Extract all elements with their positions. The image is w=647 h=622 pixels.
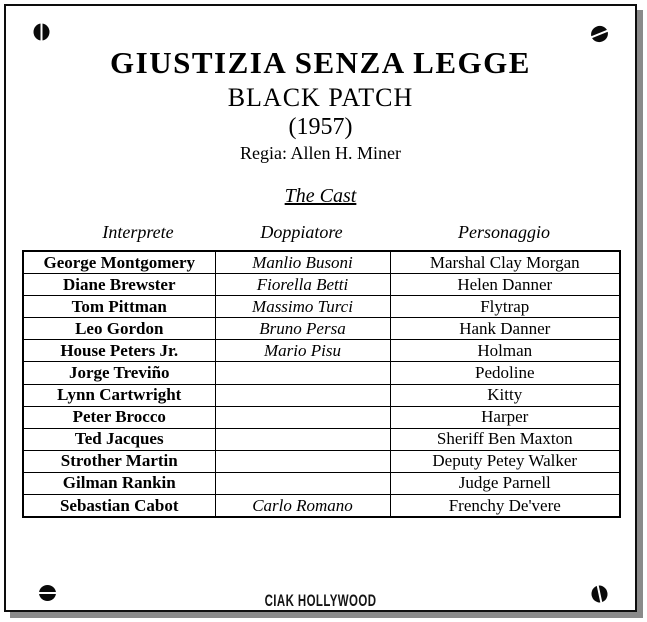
cast-cell-doppiatore: [214, 405, 391, 429]
cast-cell-doppiatore: [214, 427, 391, 451]
screw-icon: [589, 584, 610, 604]
cast-cell-doppiatore: Carlo Romano: [214, 494, 391, 518]
cast-cell-personaggio: Deputy Petey Walker: [389, 449, 621, 473]
cast-cell-interprete: Gilman Rankin: [22, 471, 216, 496]
cast-cell-interprete: Tom Pittman: [22, 295, 216, 319]
cast-row: House Peters Jr. Mario Pisu Holman: [22, 339, 621, 363]
cast-cell-interprete: Lynn Cartwright: [22, 383, 216, 407]
cast-table: George Montgomery Manlio Busoni Marshal Cl…: [22, 250, 621, 519]
cast-section-heading: The Cast: [284, 185, 357, 207]
cast-cell-interprete: Ted Jacques: [22, 427, 216, 451]
cast-cell-doppiatore: [214, 471, 391, 496]
cast-cell-personaggio: Judge Parnell: [389, 471, 621, 496]
cast-cell-doppiatore: Manlio Busoni: [214, 250, 391, 275]
cast-row: Strother Martin Deputy Petey Walker: [22, 449, 621, 473]
cast-row: Diane Brewster Fiorella Betti Helen Danner: [22, 273, 621, 297]
cast-cell-interprete: George Montgomery: [22, 250, 216, 275]
cast-cell-doppiatore: [214, 361, 391, 385]
cast-cell-doppiatore: [214, 449, 391, 473]
screw-icon: [588, 23, 611, 45]
cast-cell-personaggio: Harper: [389, 405, 621, 429]
cast-card-page: GIUSTIZIA SENZA LEGGE BLACK PATCH (1957)…: [4, 4, 637, 612]
cast-cell-doppiatore: [214, 383, 391, 407]
cast-cell-doppiatore: Fiorella Betti: [214, 273, 391, 297]
screw-icon: [38, 585, 57, 601]
cast-cell-personaggio: Kitty: [389, 383, 621, 407]
cast-cell-personaggio: Holman: [389, 339, 621, 363]
cast-cell-personaggio: Frenchy De'vere: [389, 494, 621, 518]
film-title-italian: GIUSTIZIA SENZA LEGGE: [110, 45, 531, 80]
cast-cell-personaggio: Flytrap: [389, 295, 621, 319]
screw-icon: [33, 23, 50, 41]
cast-cell-personaggio: Hank Danner: [389, 317, 621, 341]
cast-cell-personaggio: Pedoline: [389, 361, 621, 385]
film-year: (1957): [288, 114, 353, 140]
cast-row: Lynn Cartwright Kitty: [22, 383, 621, 407]
cast-cell-doppiatore: Bruno Persa: [214, 317, 391, 341]
cast-cell-doppiatore: Mario Pisu: [214, 339, 391, 363]
cast-row: Peter Brocco Harper: [22, 405, 621, 429]
cast-cell-interprete: Peter Brocco: [22, 405, 216, 429]
cast-cell-personaggio: Sheriff Ben Maxton: [389, 427, 621, 451]
cast-row: Sebastian Cabot Carlo Romano Frenchy De've…: [22, 494, 621, 518]
ciak-hollywood-logo: CIAK HOLLYWOOD: [264, 590, 377, 610]
cast-column-headers: Interprete Doppiatore Personaggio: [22, 221, 619, 244]
cast-cell-interprete: Diane Brewster: [22, 273, 216, 297]
column-header-personaggio: Personaggio: [458, 222, 550, 242]
column-header-interprete: Interprete: [102, 222, 174, 242]
cast-row: Jorge Treviño Pedoline: [22, 361, 621, 385]
cast-cell-personaggio: Helen Danner: [389, 273, 621, 297]
cast-cell-doppiatore: Massimo Turci: [214, 295, 391, 319]
cast-cell-interprete: Jorge Treviño: [22, 361, 216, 385]
cast-cell-personaggio: Marshal Clay Morgan: [389, 250, 621, 275]
cast-cell-interprete: Strother Martin: [22, 449, 216, 473]
cast-cell-interprete: Leo Gordon: [22, 317, 216, 341]
film-title-original: BLACK PATCH: [227, 83, 414, 112]
column-header-doppiatore: Doppiatore: [260, 222, 343, 242]
cast-row: Tom Pittman Massimo Turci Flytrap: [22, 295, 621, 319]
film-director: Regia: Allen H. Miner: [240, 143, 401, 163]
cast-row: Leo Gordon Bruno Persa Hank Danner: [22, 317, 621, 341]
cast-cell-interprete: Sebastian Cabot: [22, 494, 216, 518]
cast-row: Gilman Rankin Judge Parnell: [22, 471, 621, 496]
cast-row: George Montgomery Manlio Busoni Marshal Cl…: [22, 250, 621, 275]
cast-row: Ted Jacques Sheriff Ben Maxton: [22, 427, 621, 451]
cast-cell-interprete: House Peters Jr.: [22, 339, 216, 363]
